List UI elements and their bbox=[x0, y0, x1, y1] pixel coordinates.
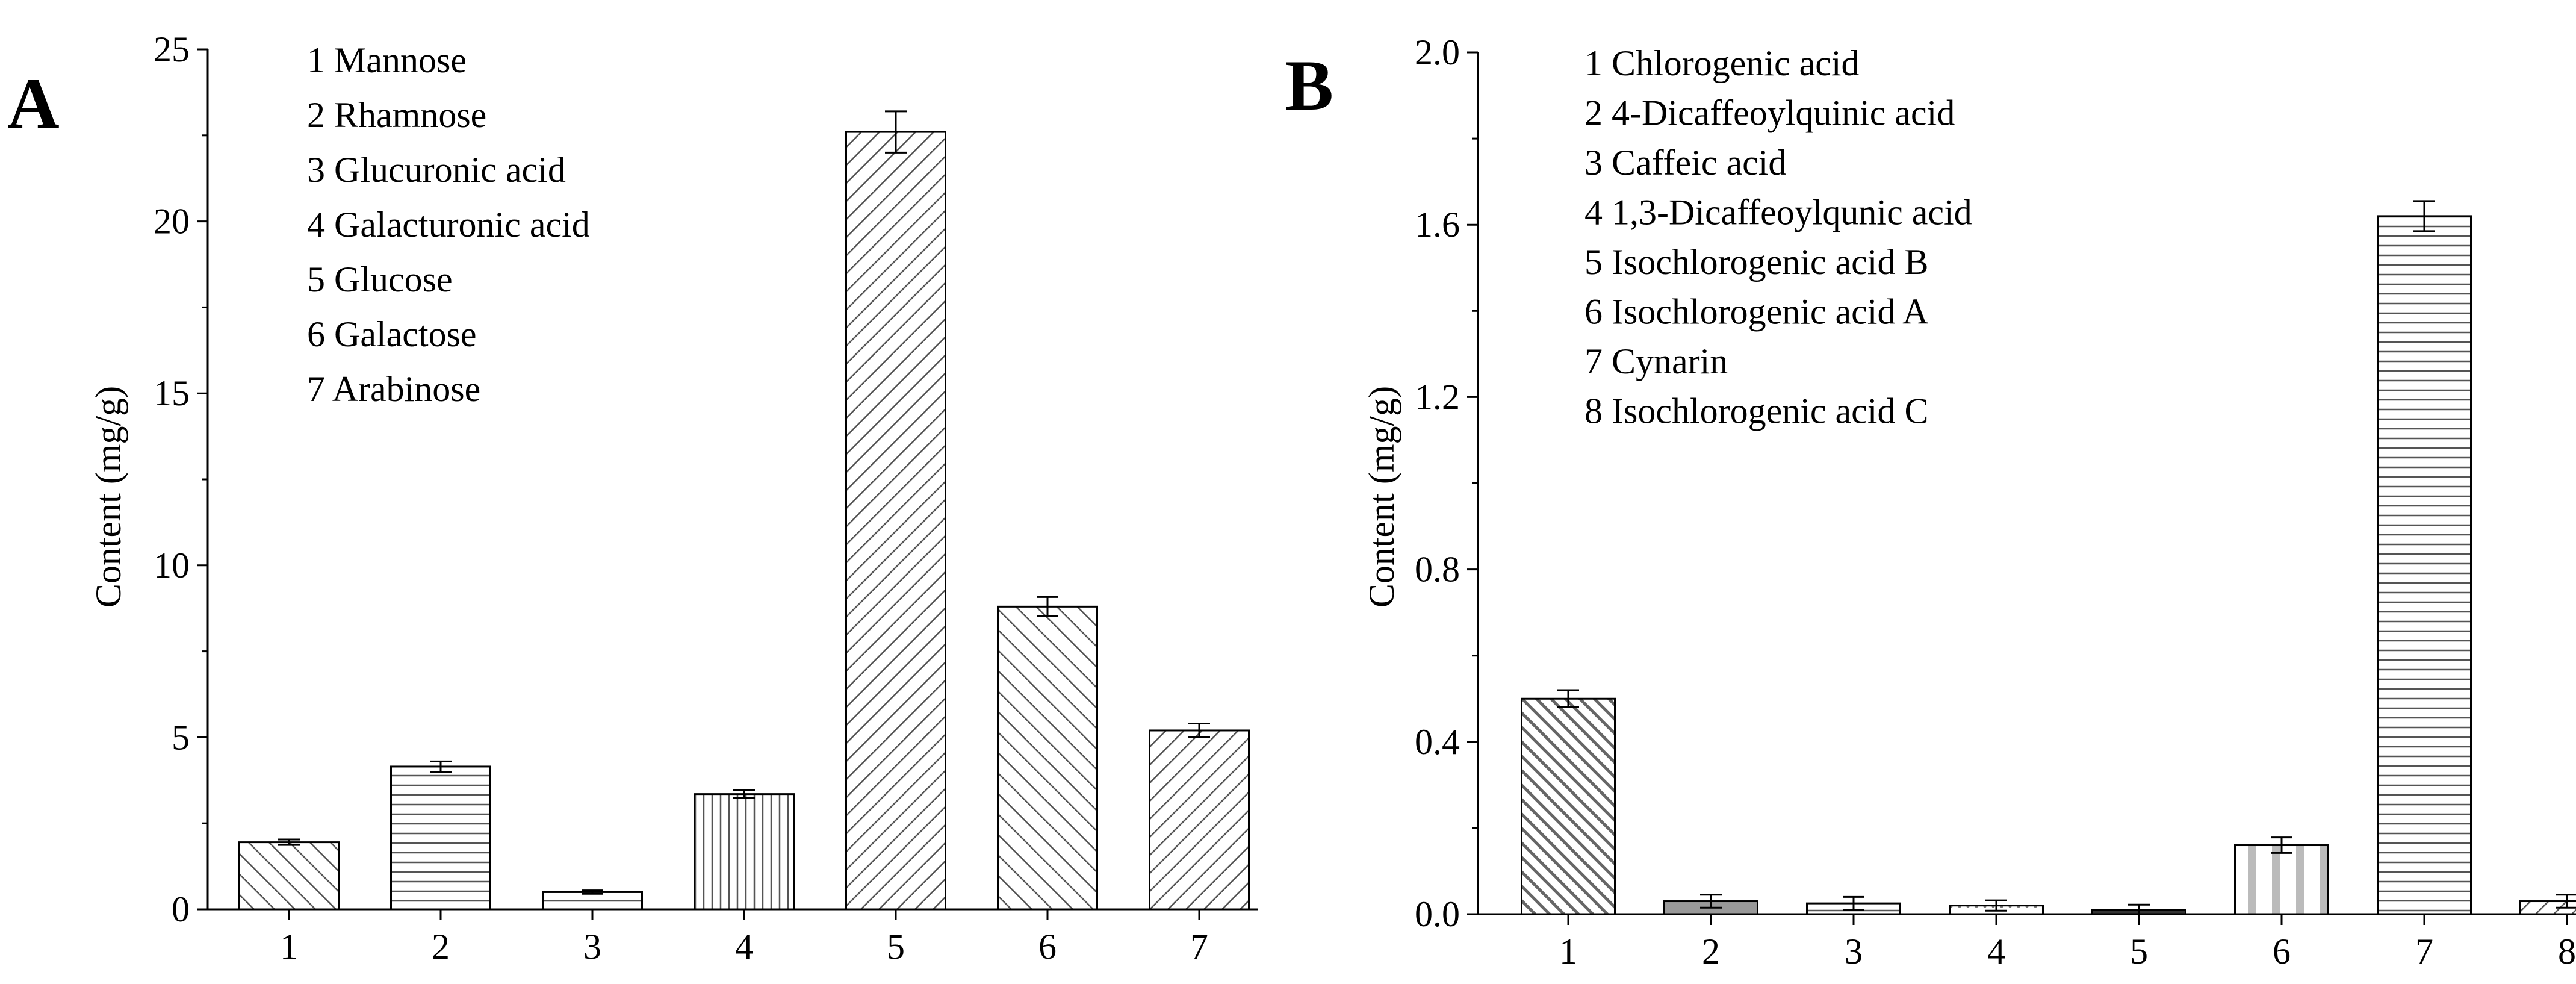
legend-entry: 4 1,3-Dicaffeoylqunic acid bbox=[1584, 193, 1972, 232]
legend-entry: 1 Chlorogenic acid bbox=[1584, 43, 1860, 83]
x-tick-label: 7 bbox=[1190, 927, 1208, 967]
x-tick-label: 4 bbox=[735, 927, 753, 967]
legend-entry: 3 Glucuronic acid bbox=[307, 150, 566, 190]
bar-6 bbox=[997, 605, 1098, 911]
y-axis-title-b: Content (mg/g) bbox=[1362, 386, 1401, 608]
legend-entry: 7 Arabinose bbox=[307, 369, 480, 409]
x-tick-label: 4 bbox=[1987, 932, 2005, 971]
legend-entry: 7 Cynarin bbox=[1584, 341, 1728, 381]
bar-5 bbox=[845, 131, 946, 911]
bar-7 bbox=[2377, 215, 2472, 915]
y-axis-b: 0.0 0.4 0.8 1.2 1.6 2.0 bbox=[1415, 33, 1479, 934]
bars-a bbox=[238, 110, 1250, 911]
bar-3 bbox=[542, 891, 643, 911]
y-axis-title-a: Content (mg/g) bbox=[88, 386, 128, 608]
x-tick-label: 1 bbox=[1559, 932, 1577, 971]
x-tick-label: 7 bbox=[2415, 932, 2433, 971]
bar-1 bbox=[238, 841, 340, 911]
y-tick-label: 0 bbox=[172, 889, 190, 929]
y-tick-label: 2.0 bbox=[1415, 33, 1460, 72]
y-tick-label: 25 bbox=[154, 30, 190, 69]
x-tick-label: 2 bbox=[1702, 932, 1720, 971]
legend-entry: 5 Glucose bbox=[307, 260, 453, 299]
x-tick-label: 8 bbox=[2558, 932, 2576, 971]
legend-entry: 2 Rhamnose bbox=[307, 95, 486, 135]
legend-entry: 4 Galacturonic acid bbox=[307, 205, 590, 244]
x-axis-a: 1 2 3 4 5 6 7 bbox=[208, 908, 1258, 967]
legend-entry: 6 Galactose bbox=[307, 314, 477, 354]
legend-b: 1 Chlorogenic acid 2 4-Dicaffeoylquinic a… bbox=[1584, 43, 1972, 431]
bar-4 bbox=[694, 793, 795, 911]
y-tick-label: 15 bbox=[154, 373, 190, 413]
y-tick-label: 1.6 bbox=[1415, 205, 1460, 244]
x-tick-label: 5 bbox=[2130, 932, 2148, 971]
x-tick-label: 3 bbox=[583, 927, 601, 967]
panel-label-a: A bbox=[7, 63, 60, 143]
y-tick-label: 0.4 bbox=[1415, 722, 1460, 762]
y-tick-label: 10 bbox=[154, 546, 190, 585]
legend-entry: 6 Isochlorogenic acid A bbox=[1584, 292, 1929, 332]
bars-b bbox=[1521, 200, 2576, 915]
panel-label-b: B bbox=[1285, 45, 1333, 125]
x-axis-b: 1 2 3 4 5 6 7 8 bbox=[1478, 913, 2576, 971]
x-tick-label: 6 bbox=[2273, 932, 2291, 971]
bar-1 bbox=[1521, 697, 1616, 915]
legend-a: 1 Mannose 2 Rhamnose 3 Glucuronic acid 4 Ga… bbox=[307, 40, 590, 409]
bar-6 bbox=[2234, 844, 2329, 915]
y-tick-label: 1.2 bbox=[1415, 377, 1460, 417]
legend-entry: 3 Caffeic acid bbox=[1584, 143, 1786, 182]
y-axis-a: 0 5 10 15 20 25 bbox=[154, 30, 209, 929]
panel-b: B Content (mg/g) 1 Chlorogenic acid 2 4-D… bbox=[1285, 33, 2576, 971]
y-tick-label: 20 bbox=[154, 202, 190, 241]
x-tick-label: 6 bbox=[1038, 927, 1057, 967]
x-tick-label: 2 bbox=[432, 927, 450, 967]
bar-7 bbox=[1149, 729, 1250, 911]
legend-entry: 2 4-Dicaffeoylquinic acid bbox=[1584, 93, 1955, 133]
x-tick-label: 1 bbox=[280, 927, 298, 967]
y-tick-label: 0.8 bbox=[1415, 550, 1460, 590]
legend-entry: 1 Mannose bbox=[307, 40, 467, 80]
y-tick-label: 0.0 bbox=[1415, 894, 1460, 934]
legend-entry: 8 Isochlorogenic acid C bbox=[1584, 391, 1929, 431]
x-tick-label: 5 bbox=[887, 927, 905, 967]
legend-entry: 5 Isochlorogenic acid B bbox=[1584, 242, 1929, 282]
bar-2 bbox=[390, 765, 491, 911]
y-tick-label: 5 bbox=[172, 717, 190, 757]
x-tick-label: 3 bbox=[1845, 932, 1863, 971]
panel-a: A Content (mg/g) 1 Mannose 2 Rhamnose 3 Gl… bbox=[7, 30, 1258, 967]
